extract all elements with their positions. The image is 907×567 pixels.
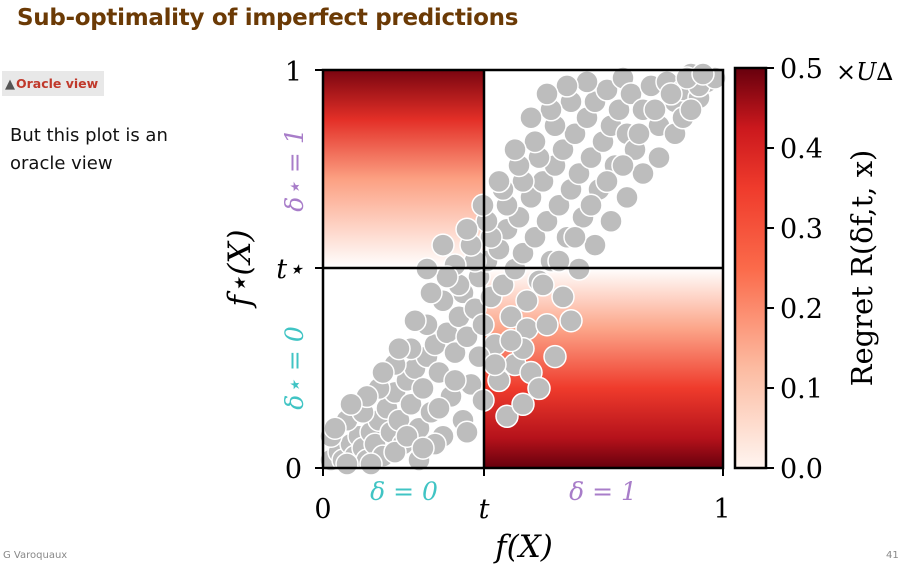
scatter-point-114	[551, 285, 575, 309]
oracle-view-badge: ▲Oracle view	[2, 71, 105, 96]
scatter-point-160	[427, 396, 451, 421]
y-tick-label-0: 0	[285, 454, 302, 485]
scatter-point-163	[511, 392, 535, 417]
scatter-point-161	[443, 368, 467, 393]
scatter-point-153	[387, 336, 411, 361]
scatter-point-146	[611, 153, 635, 178]
badge-label: Oracle view	[16, 76, 99, 91]
scatter-point-171	[535, 82, 559, 106]
scatter-point-136	[435, 265, 459, 289]
scatter-point-142	[547, 249, 571, 273]
scatter-point-132	[523, 129, 547, 154]
scatter-point-47	[511, 241, 535, 265]
scatter-point-124	[679, 98, 703, 122]
delta-star-1-label: δ⋆ = 1	[280, 128, 309, 211]
scatter-point-42	[491, 273, 515, 297]
scatter-point-74	[619, 82, 643, 106]
scatter-point-121	[647, 145, 671, 170]
scatter-point-148	[643, 98, 667, 122]
scatter-point-102	[335, 452, 359, 476]
scatter-point-61	[567, 161, 591, 186]
delta-star-0-label: δ⋆ = 0	[280, 326, 309, 410]
scatter-point-50	[523, 225, 547, 249]
scatter-point-159	[411, 436, 435, 460]
scatter-point-29	[443, 340, 467, 365]
warning-icon: ▲	[5, 77, 15, 92]
scatter-point-18	[399, 392, 423, 417]
x-tick-label-1: 1	[713, 494, 730, 525]
scatter-point-113	[535, 312, 559, 337]
scatter-point-149	[659, 82, 683, 106]
scatter-point-107	[455, 420, 479, 444]
scatter-point-165	[543, 344, 567, 369]
scatter-point-101	[575, 70, 599, 94]
x-tick-label-0: 0	[314, 494, 331, 525]
scatter-point-119	[615, 185, 639, 210]
colorbar-ticks: 0.0 0.1 0.2 0.3 0.4 0.5	[766, 54, 823, 485]
scatter-point-117	[583, 233, 607, 257]
scatter-point-170	[519, 106, 543, 130]
scatter-point-168	[487, 169, 511, 194]
scatter-point-154	[403, 308, 427, 333]
colorbar-tick-label-1: 0.1	[780, 374, 823, 405]
colorbar-tick-label-4: 0.4	[780, 134, 823, 165]
scatter-point-135	[419, 281, 443, 305]
scatter-point-115	[559, 308, 583, 333]
scatter-points	[319, 62, 727, 476]
scatter-point-103	[359, 452, 383, 476]
page-number: 41	[886, 550, 899, 561]
colorbar-tick-label-3: 0.3	[780, 214, 823, 245]
colorbar-scale-label: ×U∆	[836, 58, 893, 86]
delta-0-label: δ = 0	[370, 477, 438, 506]
delta-1-label: δ = 1	[569, 477, 637, 506]
colorbar-tick-label-5: 0.5	[780, 54, 823, 85]
scatter-point-152	[371, 360, 395, 385]
y-axis-label: f⋆(X)	[222, 229, 258, 308]
scatter-point-144	[579, 193, 603, 218]
scatter-point-53	[535, 209, 559, 233]
scatter-point-57	[551, 137, 575, 162]
scatter-point-56	[547, 193, 571, 218]
scatter-point-162	[495, 404, 519, 429]
scatter-point-156	[339, 392, 363, 417]
scatter-point-139	[499, 328, 523, 353]
slide-title: Sub-optimality of imperfect predictions	[17, 5, 519, 31]
scatter-point-33	[455, 324, 479, 349]
scatter-point-138	[483, 352, 507, 377]
scatter-point-157	[323, 416, 347, 440]
scatter-point-169	[503, 137, 527, 162]
footer-author: G Varoquaux	[3, 550, 68, 561]
scatter-point-140	[515, 289, 539, 313]
scatter-point-134	[555, 74, 579, 98]
scatter-point-143	[563, 225, 587, 249]
scatter-point-141	[531, 273, 555, 297]
x-axis-label: f(X)	[493, 529, 553, 565]
scatter-point-164	[527, 376, 551, 401]
scatter-point-145	[595, 169, 619, 194]
scatter-point-172	[431, 233, 455, 257]
y-tick-label-t: t⋆	[276, 254, 304, 285]
scatter-point-64	[579, 145, 603, 170]
x-tick-label-t: t	[479, 494, 490, 525]
colorbar-label: Regret R(δf,t, x)	[845, 150, 879, 387]
scatter-point-147	[627, 121, 651, 146]
scatter-point-44	[499, 305, 523, 329]
scatter-point-21	[411, 376, 435, 401]
colorbar-tick-label-2: 0.2	[780, 294, 823, 325]
colorbar-tick-label-0: 0.0	[780, 454, 823, 485]
scatter-point-118	[599, 209, 623, 233]
colorbar	[733, 66, 768, 470]
scatter-point-60	[563, 121, 587, 146]
scatter-point-120	[631, 161, 655, 186]
scatter-point-104	[383, 440, 407, 464]
scatter-point-158	[395, 424, 419, 448]
scatter-point-68	[595, 78, 619, 102]
scatter-point-71	[607, 98, 631, 122]
note-text: But this plot is an oracle view	[10, 125, 168, 174]
y-tick-label-1: 1	[285, 57, 302, 88]
scatter-point-166	[455, 217, 479, 241]
scatter-point-151	[691, 62, 715, 86]
